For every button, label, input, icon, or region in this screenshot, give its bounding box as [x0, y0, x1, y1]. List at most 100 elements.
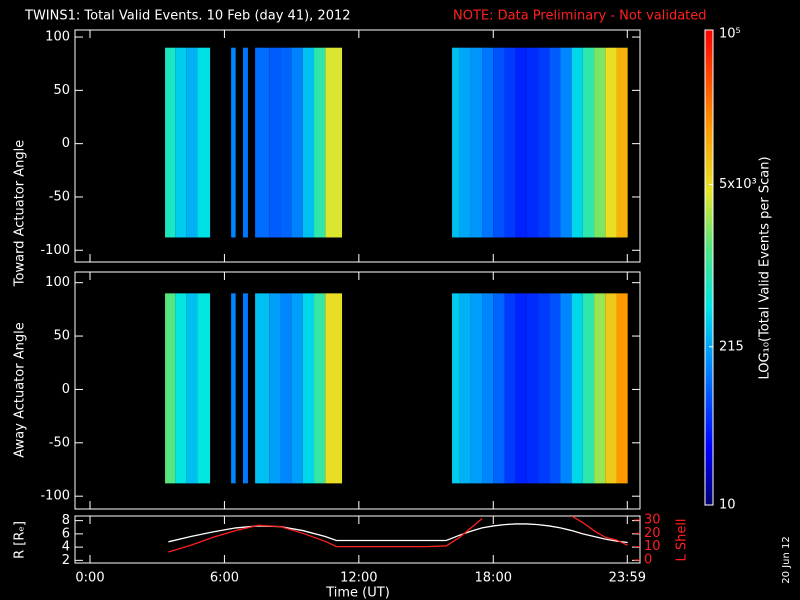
- y-tick-label: 100: [45, 275, 70, 290]
- y-tick-label: 50: [53, 83, 70, 98]
- date-stamp: 20 Jun 12: [781, 536, 792, 583]
- heatmap-cell: [452, 293, 460, 484]
- colorbar-tick-label: 10: [719, 498, 736, 513]
- heatmap-cell: [515, 293, 527, 484]
- heatmap-cell: [582, 47, 595, 238]
- heatmap-cell: [231, 47, 236, 238]
- heatmap-cell: [571, 47, 583, 238]
- y-tick-label: 0: [62, 136, 70, 151]
- heatmap-cell: [255, 47, 270, 238]
- x-axis-label: Time (UT): [325, 586, 390, 600]
- heatmap-cell: [459, 293, 471, 484]
- heatmap-cell: [186, 47, 198, 238]
- y-tick-label: 100: [45, 30, 70, 45]
- colorbar: [704, 29, 714, 506]
- heatmap-cell: [165, 47, 176, 238]
- heatmap-cell: [493, 47, 505, 238]
- heatmap-cell: [594, 47, 606, 238]
- heatmap-cell: [459, 47, 471, 238]
- y-axis-label: R [Rₑ]: [13, 521, 28, 559]
- colorbar-label: LOG₁₀(Total Valid Events per Scan): [758, 156, 773, 379]
- series-line: [168, 518, 483, 553]
- heatmap-cell: [175, 293, 187, 484]
- heatmap-cell: [470, 293, 483, 484]
- y-axis-label: Away Actuator Angle: [13, 322, 28, 457]
- heatmap-cell: [594, 293, 606, 484]
- line-group: [168, 516, 628, 553]
- x-tick-label: 6:00: [210, 571, 239, 586]
- heatmap-cell: [269, 293, 281, 484]
- heatmap-cell: [325, 47, 343, 238]
- heatmap-cell: [560, 47, 572, 238]
- heatmap-cell: [605, 293, 617, 484]
- plot-frame: [74, 271, 641, 510]
- heatmap-cell: [165, 293, 176, 484]
- heatmap-cell: [482, 293, 494, 484]
- y2-tick-label: 0: [644, 552, 652, 567]
- heatmap-cell: [314, 47, 326, 238]
- y-axis-label: Toward Actuator Angle: [13, 140, 28, 287]
- y-tick-label: 0: [62, 382, 70, 397]
- plot-frame: [74, 29, 641, 263]
- y2-tick-label: 30: [644, 512, 661, 527]
- heatmap-cell: [280, 47, 292, 238]
- heatmap-cell: [616, 293, 628, 484]
- heatmap-cell: [197, 47, 211, 238]
- y-tick-label: 6: [62, 526, 70, 541]
- heatmap-cell: [526, 293, 539, 484]
- heatmap-cell: [538, 47, 550, 238]
- heatmap-cell: [493, 293, 505, 484]
- heatmap-cell: [291, 47, 303, 238]
- heatmap-cell: [605, 47, 617, 238]
- series-line: [168, 523, 628, 544]
- heatmap-cell: [549, 293, 561, 484]
- heatmap-cell: [175, 47, 187, 238]
- heatmap-cell: [560, 293, 572, 484]
- heatmap-cell: [482, 47, 494, 238]
- colorbar-tick-label: 10⁵: [719, 27, 741, 42]
- y2-tick-label: 10: [644, 539, 661, 554]
- heatmap-cell: [452, 47, 460, 238]
- heatmap-cell: [526, 47, 539, 238]
- chart-note: NOTE: Data Preliminary - Not validated: [453, 9, 707, 24]
- series-line: [571, 516, 628, 546]
- heatmap-cell: [504, 293, 516, 484]
- y-tick-label: 8: [62, 513, 70, 528]
- heatmap-cell: [197, 293, 211, 484]
- plot-frame: [74, 515, 641, 564]
- heatmap-cell: [470, 47, 483, 238]
- x-tick-label: 12:00: [340, 571, 377, 586]
- y-tick-label: 2: [62, 553, 70, 568]
- chart-title: TWINS1: Total Valid Events. 10 Feb (day …: [24, 9, 351, 24]
- heatmap-cell: [243, 47, 248, 238]
- heatmap-cell: [302, 47, 315, 238]
- heatmap-cell: [186, 293, 198, 484]
- x-tick-label: 18:00: [475, 571, 512, 586]
- heatmap-cell: [231, 293, 236, 484]
- y-tick-label: -50: [49, 189, 70, 204]
- y-tick-label: 4: [62, 540, 70, 555]
- heatmap-cell: [571, 293, 583, 484]
- y-tick-label: -100: [40, 243, 70, 258]
- colorbar-tick-label: 215: [719, 339, 744, 354]
- x-tick-label: 0:00: [75, 571, 104, 586]
- heatmap-cell: [515, 47, 527, 238]
- heatmap-cell: [549, 47, 561, 238]
- colorbar-tick-label: 5x10³: [719, 177, 757, 192]
- y2-tick-label: 20: [644, 526, 661, 541]
- y-tick-label: -100: [40, 489, 70, 504]
- heatmap-cell: [582, 293, 595, 484]
- y-tick-label: -50: [49, 435, 70, 450]
- y-tick-label: 50: [53, 329, 70, 344]
- heatmap-cell: [269, 47, 281, 238]
- heatmap-cell: [616, 47, 628, 238]
- heatmap-cell: [504, 47, 516, 238]
- y2-axis-label: L Shell: [675, 518, 690, 561]
- x-tick-label: 23:59: [609, 571, 646, 586]
- heatmap-cell: [325, 293, 343, 484]
- heatmap-cell: [314, 293, 326, 484]
- heatmap-cell: [538, 293, 550, 484]
- heatmap-cell: [243, 293, 248, 484]
- heatmap-cell: [255, 293, 270, 484]
